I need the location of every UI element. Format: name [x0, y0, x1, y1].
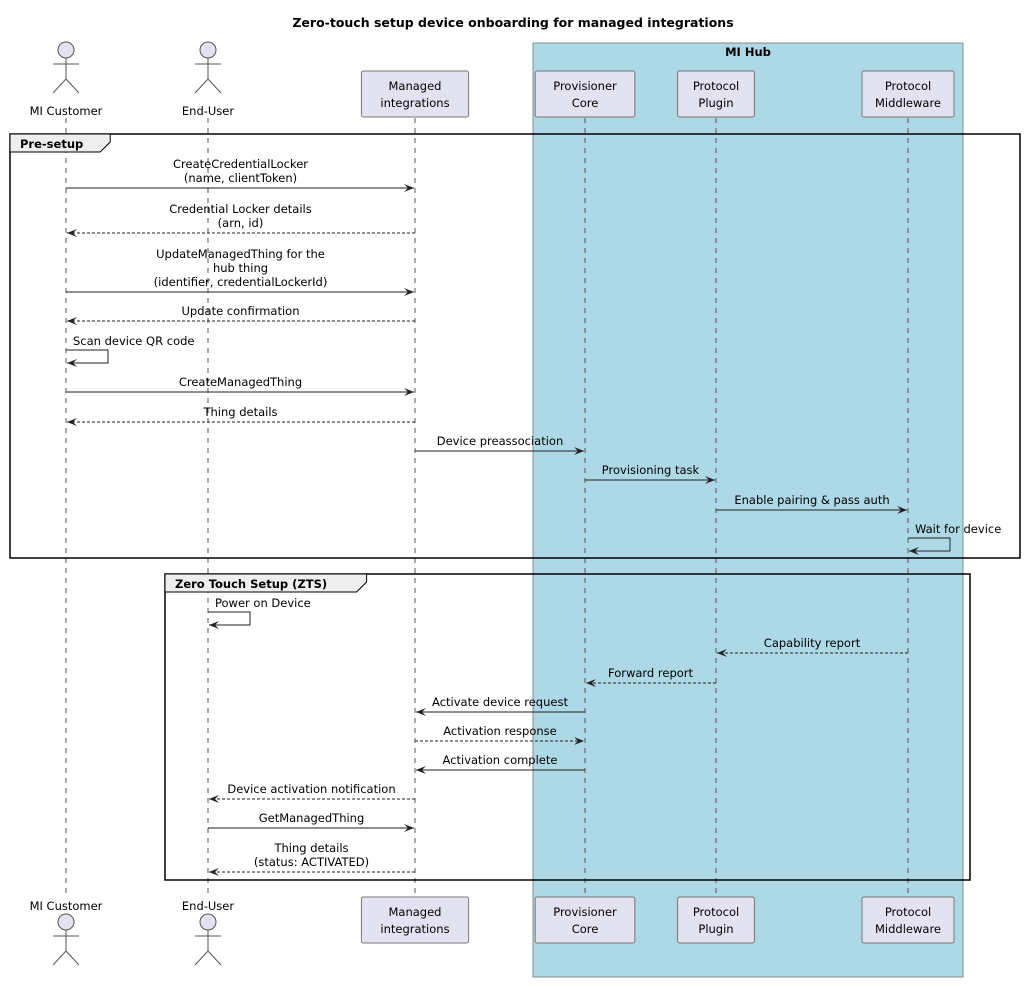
message-label: Thing details: [202, 405, 277, 419]
group-label: Zero Touch Setup (ZTS): [175, 577, 327, 591]
diagram-title: Zero-touch setup device onboarding for m…: [292, 15, 733, 30]
group-frame: [164, 573, 971, 881]
group-frame: [9, 133, 1021, 559]
participant-box: [677, 896, 755, 944]
participant-label: Middleware: [875, 96, 941, 110]
message-label: Activation complete: [443, 753, 558, 767]
self-message-arrow: [908, 537, 951, 552]
message-label: Activate device request: [432, 695, 568, 709]
arrowhead-icon: [705, 476, 715, 484]
participant-label: Managed: [389, 905, 442, 919]
participant-label: Core: [572, 96, 599, 110]
arrowhead-icon: [416, 766, 426, 774]
message-label: Activation response: [443, 724, 556, 738]
participant-label: Plugin: [698, 922, 733, 936]
arrowhead-icon: [416, 708, 426, 716]
arrowhead-icon: [67, 229, 77, 237]
message-label: Device activation notification: [227, 782, 395, 796]
message-label: (name, clientToken): [184, 171, 297, 185]
participant-box: [534, 896, 636, 944]
actor-label: End-User: [182, 899, 234, 913]
message-label: Thing details: [273, 841, 348, 855]
message-label: (identifier, credentialLockerId): [154, 275, 328, 289]
participant-label: Protocol: [693, 905, 739, 919]
arrowhead-icon: [404, 824, 414, 832]
participant-box: [360, 70, 470, 118]
arrowhead-icon: [67, 418, 77, 426]
message-label: (arn, id): [218, 216, 264, 230]
self-message-arrow: [208, 611, 251, 626]
message-label: (status: ACTIVATED): [254, 855, 369, 869]
message-label: Provisioning task: [602, 463, 700, 477]
actor-body-icon: [52, 930, 80, 966]
participant-box: [861, 70, 955, 118]
message-label: Device preassociation: [437, 434, 564, 448]
actor-head-icon: [199, 913, 217, 931]
participant-label: Provisioner: [553, 79, 617, 93]
participant-box: [534, 70, 636, 118]
group-label: Pre-setup: [20, 137, 83, 151]
arrowhead-icon: [404, 288, 414, 296]
message-label: Scan device QR code: [73, 334, 194, 348]
actor-head-icon: [199, 41, 217, 59]
group-header: [164, 573, 368, 593]
arrowhead-icon: [67, 359, 77, 367]
arrowhead-icon: [586, 679, 596, 687]
message-label: Forward report: [608, 666, 694, 680]
hub-label: MI Hub: [725, 45, 771, 59]
actor-label: MI Customer: [30, 104, 103, 118]
participant-label: Protocol: [885, 79, 931, 93]
arrowhead-icon: [209, 868, 219, 876]
arrowhead-icon: [897, 506, 907, 514]
actor-body-icon: [194, 58, 222, 94]
arrowhead-icon: [717, 649, 727, 657]
participant-label: Plugin: [698, 96, 733, 110]
participant-box: [861, 896, 955, 944]
participant-box: [360, 896, 470, 944]
participant-label: Protocol: [693, 79, 739, 93]
arrowhead-icon: [209, 795, 219, 803]
participant-label: Managed: [389, 79, 442, 93]
actor-label: MI Customer: [30, 899, 103, 913]
actor-head-icon: [57, 41, 75, 59]
message-label: CreateManagedThing: [179, 375, 302, 389]
message-label: Wait for device: [915, 522, 1001, 536]
participant-label: integrations: [380, 96, 449, 110]
participant-label: Core: [572, 922, 599, 936]
message-label: Enable pairing & pass auth: [734, 493, 889, 507]
arrowhead-icon: [404, 184, 414, 192]
actor-head-icon: [57, 913, 75, 931]
group-header: [9, 133, 111, 153]
participant-label: Protocol: [885, 905, 931, 919]
message-label: hub thing: [213, 261, 268, 275]
arrowhead-icon: [574, 737, 584, 745]
message-label: Power on Device: [215, 596, 311, 610]
message-label: Update confirmation: [182, 304, 300, 318]
arrowhead-icon: [574, 447, 584, 455]
message-label: Credential Locker details: [169, 202, 311, 216]
actor-body-icon: [194, 930, 222, 966]
message-label: CreateCredentialLocker: [173, 157, 308, 171]
arrowhead-icon: [909, 547, 919, 555]
self-message-arrow: [66, 349, 109, 364]
arrowhead-icon: [209, 621, 219, 629]
participant-label: integrations: [380, 922, 449, 936]
participant-box: [677, 70, 755, 118]
message-label: UpdateManagedThing for the: [156, 247, 325, 261]
message-label: GetManagedThing: [259, 811, 365, 825]
participant-label: Provisioner: [553, 905, 617, 919]
actor-body-icon: [52, 58, 80, 94]
participant-label: Middleware: [875, 922, 941, 936]
message-label: Capability report: [764, 636, 861, 650]
actor-label: End-User: [182, 104, 234, 118]
arrowhead-icon: [67, 317, 77, 325]
arrowhead-icon: [404, 388, 414, 396]
